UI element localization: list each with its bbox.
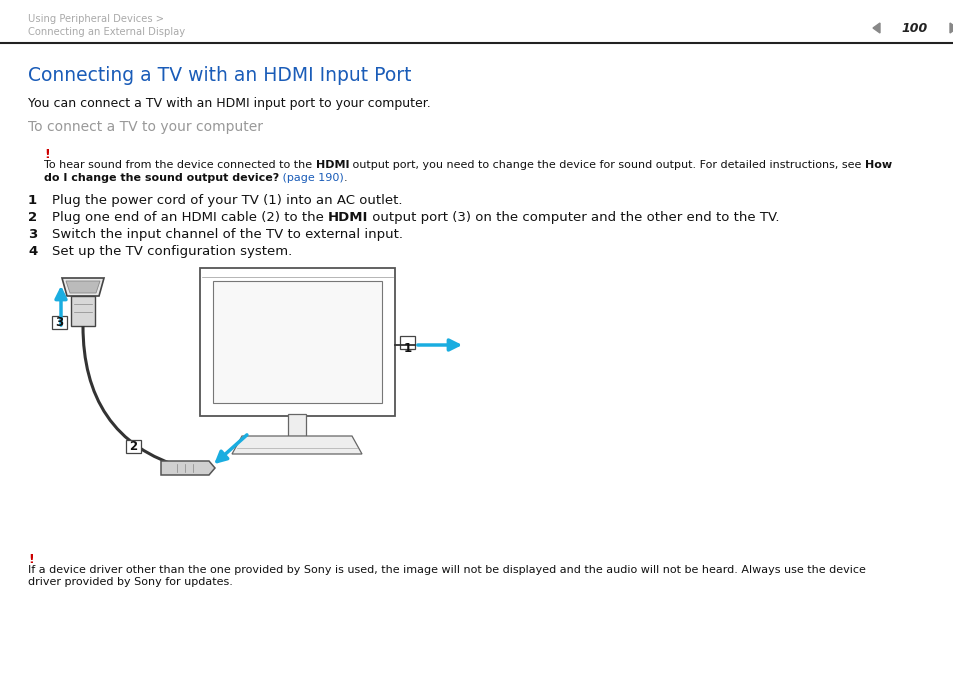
- Text: To connect a TV to your computer: To connect a TV to your computer: [28, 120, 263, 134]
- Text: How: How: [864, 160, 891, 170]
- Text: !: !: [28, 553, 33, 566]
- Text: If a device driver other than the one provided by Sony is used, the image will n: If a device driver other than the one pr…: [28, 565, 865, 575]
- FancyBboxPatch shape: [52, 316, 67, 329]
- Text: 3: 3: [55, 316, 64, 329]
- Text: Plug one end of an HDMI cable (2) to the: Plug one end of an HDMI cable (2) to the: [52, 211, 328, 224]
- Polygon shape: [872, 23, 879, 33]
- Text: do I change the sound output device?: do I change the sound output device?: [44, 173, 279, 183]
- Polygon shape: [232, 436, 361, 454]
- Text: 1: 1: [403, 342, 411, 355]
- Text: !: !: [44, 148, 50, 161]
- Text: output port (3) on the computer and the other end to the TV.: output port (3) on the computer and the …: [368, 211, 780, 224]
- Text: HDMI: HDMI: [328, 211, 368, 224]
- Text: 3: 3: [28, 228, 37, 241]
- Text: 2: 2: [130, 440, 137, 453]
- Text: To hear sound from the device connected to the: To hear sound from the device connected …: [44, 160, 315, 170]
- Text: HDMI: HDMI: [315, 160, 349, 170]
- Polygon shape: [949, 23, 953, 33]
- Text: Switch the input channel of the TV to external input.: Switch the input channel of the TV to ex…: [52, 228, 402, 241]
- Text: driver provided by Sony for updates.: driver provided by Sony for updates.: [28, 577, 233, 587]
- Text: 2: 2: [28, 211, 37, 224]
- Text: You can connect a TV with an HDMI input port to your computer.: You can connect a TV with an HDMI input …: [28, 97, 431, 110]
- Text: Set up the TV configuration system.: Set up the TV configuration system.: [52, 245, 292, 258]
- Text: Connecting an External Display: Connecting an External Display: [28, 27, 185, 37]
- Text: Connecting a TV with an HDMI Input Port: Connecting a TV with an HDMI Input Port: [28, 66, 411, 85]
- Polygon shape: [62, 278, 104, 296]
- Polygon shape: [66, 281, 100, 293]
- Text: 100: 100: [901, 22, 927, 34]
- Bar: [71, 296, 95, 326]
- FancyBboxPatch shape: [399, 336, 415, 349]
- Bar: [200, 268, 395, 416]
- Text: Plug the power cord of your TV (1) into an AC outlet.: Plug the power cord of your TV (1) into …: [52, 194, 402, 207]
- Text: 4: 4: [28, 245, 37, 258]
- Text: output port, you need to change the device for sound output. For detailed instru: output port, you need to change the devi…: [349, 160, 864, 170]
- Text: .: .: [344, 173, 347, 183]
- Bar: [213, 281, 381, 403]
- Text: (page 190): (page 190): [279, 173, 344, 183]
- Text: Using Peripheral Devices >: Using Peripheral Devices >: [28, 14, 164, 24]
- Text: 1: 1: [28, 194, 37, 207]
- FancyBboxPatch shape: [126, 440, 141, 453]
- Polygon shape: [161, 461, 214, 475]
- Bar: [288, 414, 306, 436]
